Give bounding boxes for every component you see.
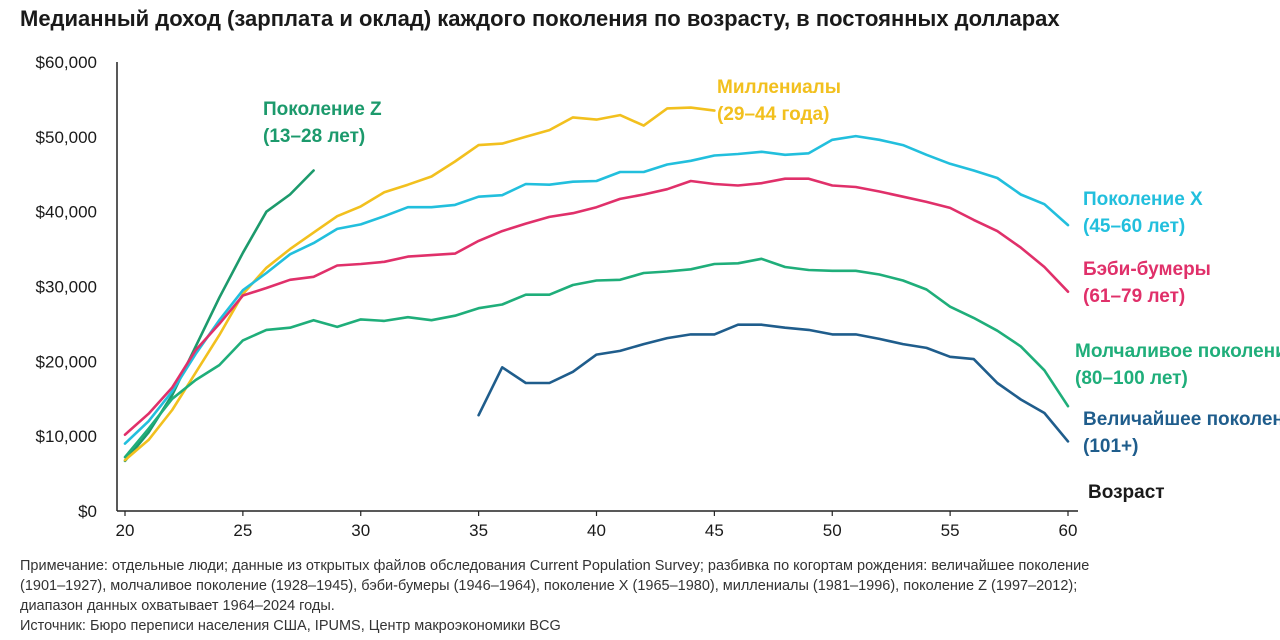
series-line (123, 134, 1070, 445)
footnote-line-2: (1901–1927), молчаливое поколение (1928–… (20, 578, 1078, 594)
x-tick-label: 40 (587, 521, 606, 540)
series-label: (13–28 лет) (263, 126, 365, 147)
y-tick-label: $0 (78, 502, 97, 521)
y-tick-label: $60,000 (36, 53, 97, 72)
x-tick-label: 35 (469, 521, 488, 540)
series-labels: Поколение Z (13–28 лет) Миллениалы (29–44 г… (263, 77, 1280, 457)
footnote-line-1: Примечание: отдельные люди; данные из от… (20, 558, 1090, 574)
series-label: Поколение X (1083, 189, 1203, 210)
y-tick-label: $30,000 (36, 278, 97, 297)
x-tick-label: 60 (1059, 521, 1078, 540)
series-label: (101+) (1083, 436, 1138, 457)
x-tick-label: 20 (116, 521, 135, 540)
series-label: (29–44 года) (717, 104, 829, 125)
series-label: Поколение Z (263, 99, 382, 120)
series-label: Миллениалы (717, 77, 841, 98)
series-lines (123, 106, 1070, 463)
chart-title: Медианный доход (зарплата и оклад) каждо… (20, 6, 1060, 31)
x-tick-label: 45 (705, 521, 724, 540)
footnote: Примечание: отдельные люди; данные из от… (20, 556, 1260, 636)
series-line (123, 257, 1070, 459)
series-line (477, 323, 1070, 443)
series-label: (80–100 лет) (1075, 368, 1188, 389)
line-chart: 20 25 30 35 40 45 50 55 60 $0 $10,000 $20,000 $30,00… (36, 53, 1280, 540)
series-label: Молчаливое поколение (1075, 341, 1280, 362)
y-tick-label: $40,000 (36, 203, 97, 222)
series-label: Величайшее поколение (1083, 409, 1280, 430)
series-label: (61–79 лет) (1083, 286, 1185, 307)
y-tick-label: $20,000 (36, 352, 97, 371)
series-line (123, 177, 1070, 436)
series-label: Бэби-бумеры (1083, 259, 1211, 280)
x-tick-label: 30 (351, 521, 370, 540)
y-tick-label: $50,000 (36, 128, 97, 147)
x-axis-label: Возраст (1088, 482, 1165, 503)
tick-labels: 20 25 30 35 40 45 50 55 60 $0 $10,000 $20,000 $30,00… (36, 53, 1165, 540)
series-line (123, 106, 716, 462)
series-label: (45–60 лет) (1083, 216, 1185, 237)
source-line: Источник: Бюро переписи населения США, I… (20, 618, 561, 634)
x-tick-label: 25 (233, 521, 252, 540)
x-tick-label: 55 (941, 521, 960, 540)
y-tick-label: $10,000 (36, 427, 97, 446)
chart-axes (116, 62, 1078, 512)
footnote-line-3: диапазон данных охватывает 1964–2024 год… (20, 598, 335, 614)
x-tick-label: 50 (823, 521, 842, 540)
